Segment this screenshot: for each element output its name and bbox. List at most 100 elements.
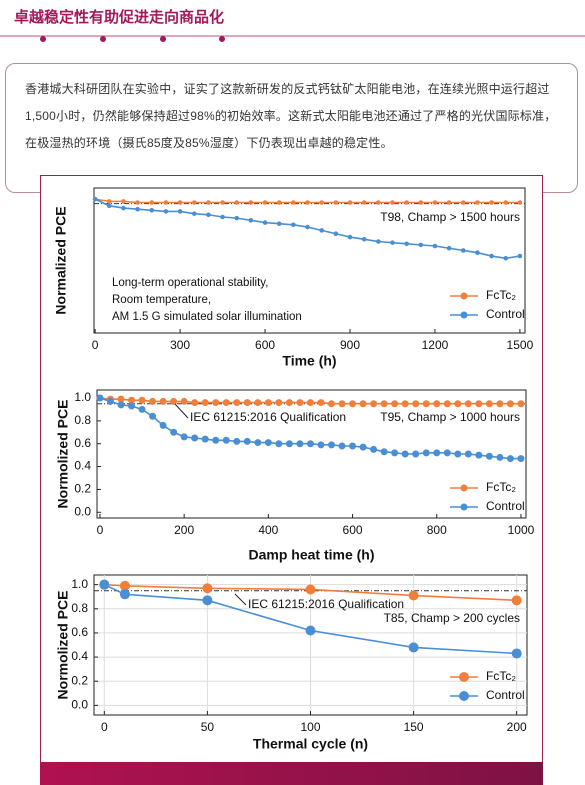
data-point: [159, 421, 167, 429]
data-point: [291, 200, 296, 205]
data-point: [119, 580, 130, 591]
data-point: [206, 200, 211, 205]
data-point: [305, 584, 316, 595]
data-point: [517, 400, 525, 408]
data-point: [327, 400, 335, 408]
y-tick-label: 0.8: [71, 601, 88, 615]
data-point: [262, 200, 268, 205]
data-point: [177, 200, 183, 205]
data-point: [503, 255, 509, 261]
legend-label: Control: [486, 688, 525, 702]
data-point: [317, 399, 325, 407]
data-point: [349, 400, 357, 408]
annotation: IEC 61215:2016 Qualification: [190, 410, 346, 424]
data-point: [404, 241, 409, 247]
y-tick-label: 0.6: [71, 625, 88, 639]
data-point: [347, 234, 353, 240]
data-point: [361, 200, 367, 205]
data-point: [489, 253, 494, 259]
annotation: T85, Champ > 200 cycles: [384, 611, 520, 625]
data-point: [475, 451, 483, 459]
data-point: [285, 440, 293, 448]
data-point: [485, 400, 493, 408]
data-point: [222, 399, 230, 407]
legend-marker: [460, 484, 468, 492]
note: AM 1.5 G simulated solar illumination: [112, 311, 302, 323]
data-point: [333, 200, 339, 205]
y-tick-label: 0.2: [74, 482, 91, 496]
data-point: [422, 400, 430, 408]
y-tick-label: 0.8: [74, 413, 91, 427]
data-point: [135, 206, 140, 212]
data-point: [391, 400, 399, 408]
data-point: [376, 239, 381, 244]
annotation: T95, Champ > 1000 hours: [380, 410, 520, 424]
data-point: [475, 200, 480, 205]
data-point: [485, 452, 493, 460]
x-tick-label: 150: [404, 720, 424, 734]
y-axis-label: Normalized PCE: [53, 206, 69, 314]
data-point: [390, 200, 395, 205]
data-point: [191, 434, 199, 442]
data-point: [149, 208, 155, 213]
data-point: [170, 428, 178, 436]
data-point: [380, 400, 388, 408]
data-point: [390, 240, 395, 245]
data-point: [243, 399, 251, 407]
figure-frame: [40, 175, 543, 785]
data-point: [149, 397, 157, 405]
data-point: [180, 433, 188, 441]
x-tick-label: 200: [507, 720, 527, 734]
data-point: [464, 400, 472, 408]
note: Long-term operational stability,: [112, 277, 268, 289]
data-point: [243, 437, 251, 445]
data-point: [191, 200, 197, 205]
data-point: [206, 212, 211, 218]
annotation: T98, Champ > 1500 hours: [380, 210, 520, 224]
data-point: [503, 200, 509, 205]
data-point: [306, 399, 314, 407]
data-point: [220, 200, 225, 205]
data-point: [460, 248, 466, 253]
data-point: [121, 199, 126, 204]
data-point: [319, 228, 324, 233]
x-tick-label: 100: [300, 720, 320, 734]
data-point: [212, 399, 220, 407]
x-axis-label: Thermal cycle (n): [253, 736, 368, 752]
x-tick-label: 0: [101, 720, 108, 734]
data-point: [496, 400, 504, 408]
x-axis-label: Damp heat time (h): [248, 547, 374, 563]
data-point: [138, 405, 146, 413]
data-point: [370, 400, 378, 408]
data-point: [376, 200, 381, 205]
data-point: [404, 200, 409, 205]
data-point: [117, 401, 125, 409]
data-point: [338, 400, 346, 408]
data-point: [433, 449, 441, 457]
data-point: [347, 200, 353, 205]
x-tick-label: 900: [340, 338, 360, 352]
data-point: [475, 400, 483, 408]
x-tick-label: 1500: [507, 338, 534, 352]
page-title: 卓越稳定性有助促进走向商品化: [14, 9, 225, 26]
data-point: [506, 400, 514, 408]
data-point: [370, 445, 378, 453]
data-point: [138, 396, 146, 404]
data-point: [264, 399, 272, 407]
data-point: [212, 436, 220, 444]
data-point: [305, 200, 310, 205]
data-point: [119, 589, 130, 600]
data-point: [412, 450, 420, 458]
legend-marker: [460, 311, 468, 319]
data-point: [432, 200, 438, 205]
data-point: [359, 400, 367, 408]
data-point: [202, 583, 213, 594]
data-point: [418, 242, 424, 248]
data-point: [496, 453, 504, 461]
data-point: [234, 200, 240, 205]
data-point: [264, 439, 272, 447]
y-tick-label: 0.4: [74, 459, 91, 473]
data-point: [234, 215, 240, 221]
